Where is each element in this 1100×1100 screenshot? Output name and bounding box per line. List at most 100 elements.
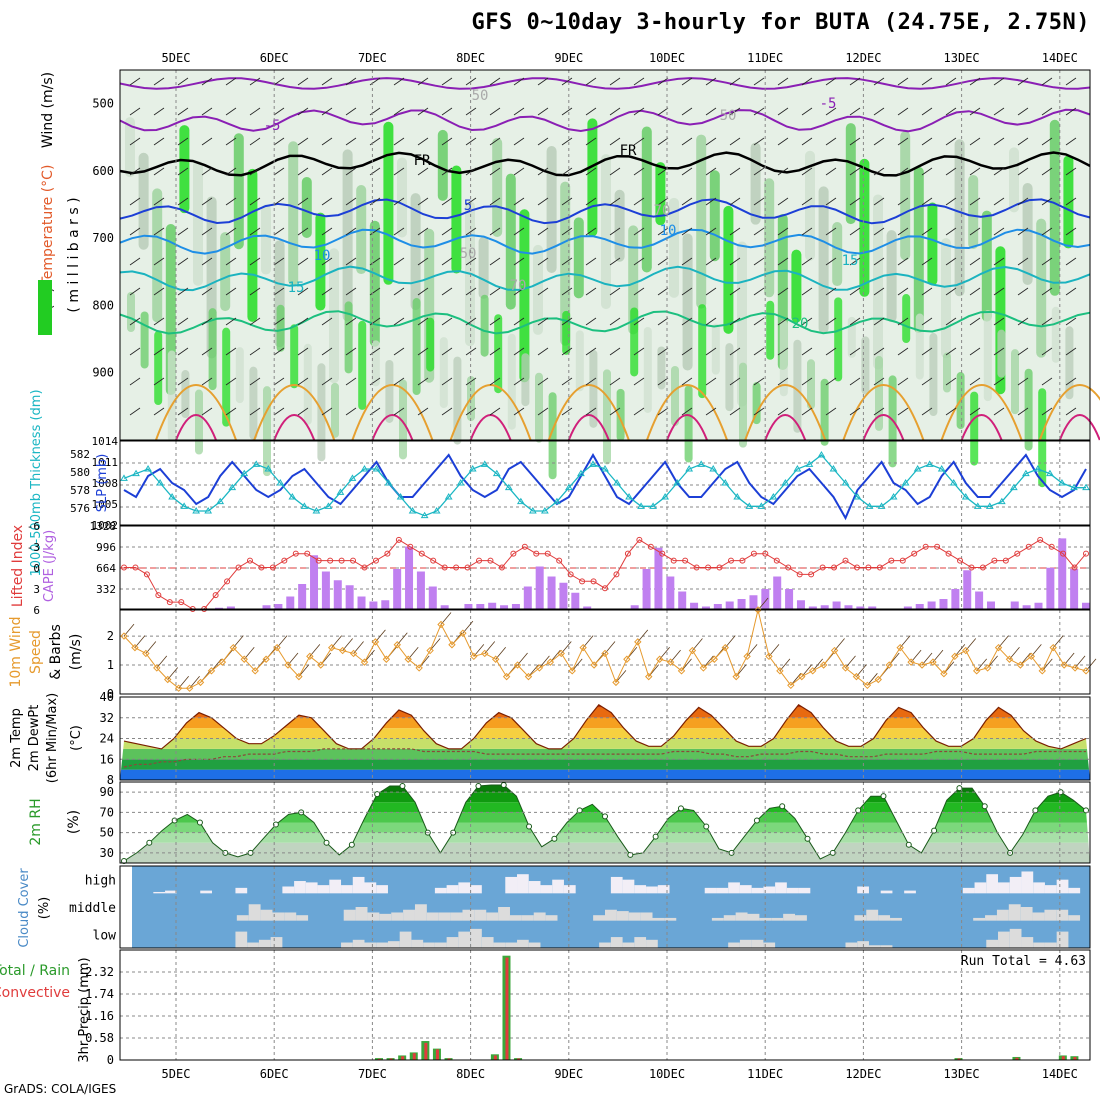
cape-bar: [796, 600, 805, 609]
wind-marker: [240, 655, 248, 663]
wind-barb: [969, 197, 981, 206]
wind-barb: [705, 197, 717, 206]
wind-barb: [177, 347, 189, 356]
wind-barb: [801, 407, 813, 416]
cloud-bar: [962, 887, 975, 894]
rh-shade-cell: [247, 168, 258, 322]
thickness-marker: [709, 465, 718, 472]
li-marker: [1037, 536, 1044, 543]
wind-barb: [201, 377, 213, 386]
rh-shade-cell: [750, 142, 761, 225]
wind-barb: [273, 407, 285, 416]
wind-barb: [1065, 107, 1077, 116]
wind-barb: [945, 197, 957, 206]
cape-bar: [844, 605, 853, 609]
li-marker: [739, 557, 746, 564]
wind-barb: [273, 77, 285, 86]
wind-barb: [897, 257, 909, 266]
cape-bar: [630, 605, 639, 609]
wind-marker: [634, 638, 642, 646]
wind-barb: [465, 227, 477, 236]
wind-barb: [225, 287, 237, 296]
wind-barb: [897, 137, 909, 146]
wind-marker: [295, 672, 303, 681]
wind-marker: [142, 649, 150, 658]
rh-shade-cell: [397, 157, 407, 238]
cloud-bar: [247, 942, 259, 948]
y-tick-label: 1008: [92, 477, 119, 490]
rh-shade-cell: [832, 222, 843, 287]
wind-barb: [225, 167, 237, 176]
wind-barb: [801, 347, 813, 356]
precip-bar: [377, 1058, 381, 1060]
rh-shade-cell: [344, 301, 353, 374]
wind-barb: [849, 407, 861, 416]
li-marker: [544, 550, 551, 557]
cloud-bar: [364, 942, 377, 948]
wind-barb: [513, 77, 525, 86]
rh-marker: [1032, 807, 1039, 814]
wind-barb: [129, 287, 141, 296]
thickness-marker: [396, 493, 405, 500]
y-axis-label: (6hr Min/Max): [45, 693, 60, 783]
wind-barb: [201, 197, 213, 206]
rh-shade-cell: [358, 320, 367, 410]
rh-shade-cell: [981, 210, 992, 322]
li-marker: [808, 571, 815, 578]
wind-barb: [513, 197, 525, 206]
rh-shade-cell: [766, 300, 775, 360]
li-marker: [155, 592, 162, 599]
rh-shade-cell: [983, 310, 992, 402]
wind-barb: [513, 287, 525, 296]
wind-barb: [177, 227, 189, 236]
wind-barb: [417, 377, 429, 386]
rh-shade-cell: [820, 378, 829, 446]
wind-barb: [993, 197, 1005, 206]
wind-barb: [297, 407, 309, 416]
wind-barb: [345, 107, 357, 116]
wind-barb: [177, 287, 189, 296]
cloud-bar: [652, 917, 665, 921]
rh-shade-cell: [1051, 306, 1060, 363]
wind-barb: [177, 137, 189, 146]
wind-barb: [873, 197, 885, 206]
cloud-bar: [763, 886, 776, 894]
cloud-bar: [771, 917, 784, 921]
temp-band: [120, 738, 1090, 749]
y-tick-label: 6: [33, 604, 40, 617]
rh-shade-cell: [587, 118, 598, 237]
thickness-marker: [961, 493, 970, 500]
wind-marker: [207, 667, 216, 675]
thickness-marker: [649, 502, 657, 509]
cloud-bar: [434, 942, 447, 948]
rh-shade-cell: [303, 343, 312, 425]
wind-barb: [681, 347, 693, 356]
rh-shade-cell: [233, 133, 244, 250]
wind-barb: [513, 377, 525, 386]
wind-marker: [481, 649, 489, 658]
thickness-marker: [120, 474, 128, 481]
rh-marker: [804, 835, 811, 842]
wind-barb: [177, 197, 189, 206]
wind-barb: [681, 407, 693, 416]
rh-marker: [146, 839, 153, 846]
rh-shade-cell: [968, 174, 979, 249]
wind-barb: [945, 77, 957, 86]
wind-marker: [601, 649, 609, 658]
wind-barb: [921, 107, 933, 116]
wind-marker: [951, 652, 959, 661]
cloud-bar: [634, 937, 647, 948]
cloud-bar: [450, 912, 463, 921]
wind-barb: [201, 167, 213, 176]
wind-barb: [345, 257, 357, 266]
wind-barb: [417, 227, 429, 236]
wind-barb: [945, 257, 957, 266]
wind-barb: [585, 227, 597, 236]
wind-barb: [873, 167, 885, 176]
wind-barb: [1041, 317, 1053, 326]
wind-barb: [465, 167, 477, 176]
cloud-bar: [294, 881, 306, 894]
rh-shade-cell: [723, 205, 734, 334]
rh-shade-cell: [167, 350, 176, 442]
wind-barb: [681, 137, 693, 146]
